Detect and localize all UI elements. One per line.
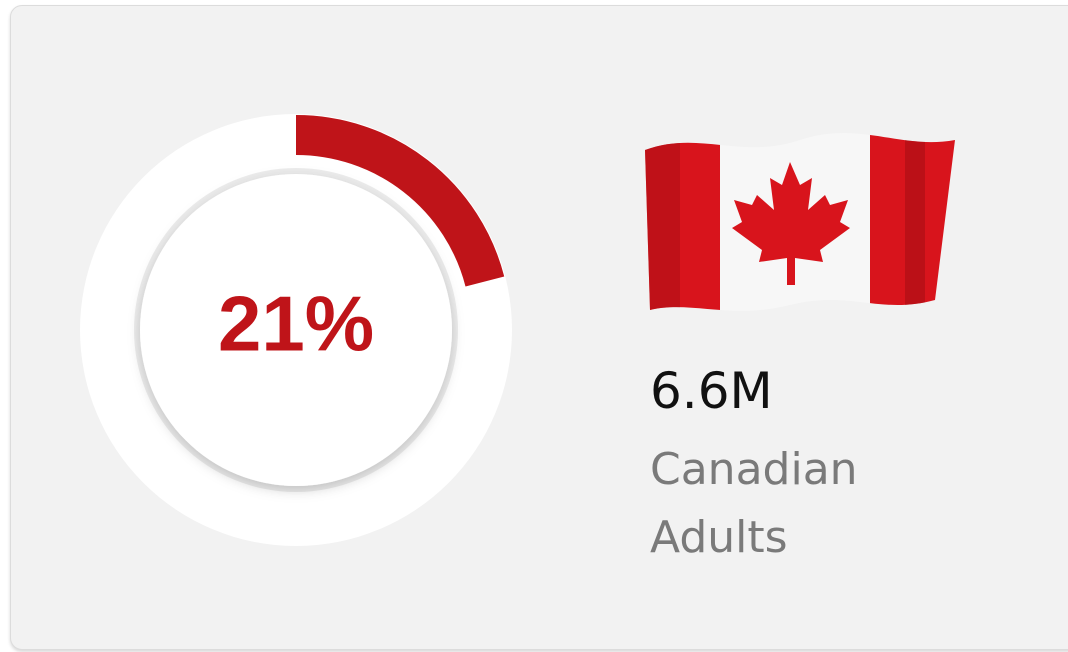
flag — [640, 120, 970, 330]
chart: 21% — [0, 0, 1068, 652]
value-label: 21% — [218, 280, 374, 368]
stat-value: 6.6M — [650, 362, 773, 420]
stat-label: Canadian Adults — [650, 436, 900, 572]
donut: 21% — [80, 114, 512, 546]
